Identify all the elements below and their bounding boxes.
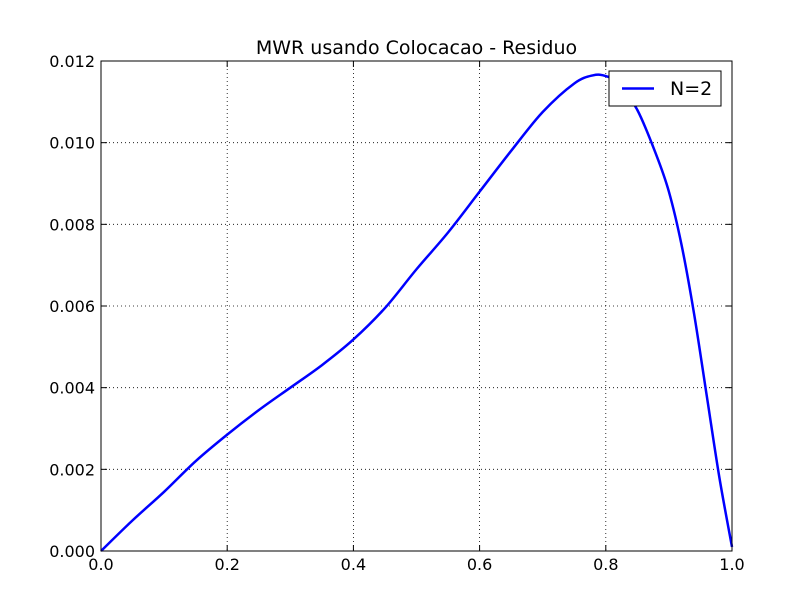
y-tick-label: 0.008 xyxy=(49,215,95,234)
y-tick-label: 0.004 xyxy=(49,379,95,398)
x-tick-label: 0.0 xyxy=(88,555,113,574)
y-tick-label: 0.000 xyxy=(49,542,95,561)
grid xyxy=(101,61,732,551)
x-tick-label: 0.8 xyxy=(593,555,618,574)
x-tick-label: 0.4 xyxy=(341,555,366,574)
y-tick-label: 0.010 xyxy=(49,134,95,153)
x-tick-label: 0.6 xyxy=(467,555,492,574)
x-tick-label: 1.0 xyxy=(719,555,744,574)
legend-label-n2: N=2 xyxy=(670,78,712,100)
chart-title: MWR usando Colocacao - Residuo xyxy=(256,37,577,59)
series-line-n2 xyxy=(100,73,734,552)
y-tick-label: 0.002 xyxy=(49,460,95,479)
legend: N=2 xyxy=(608,70,722,107)
ticks: 0.0 0.2 0.4 0.6 0.8 1.0 0.000 0.002 0.004 0.006 0.… xyxy=(49,52,745,574)
series xyxy=(100,73,734,552)
y-tick-label: 0.006 xyxy=(49,297,95,316)
x-tick-label: 0.2 xyxy=(214,555,239,574)
y-tick-label: 0.012 xyxy=(49,52,95,71)
